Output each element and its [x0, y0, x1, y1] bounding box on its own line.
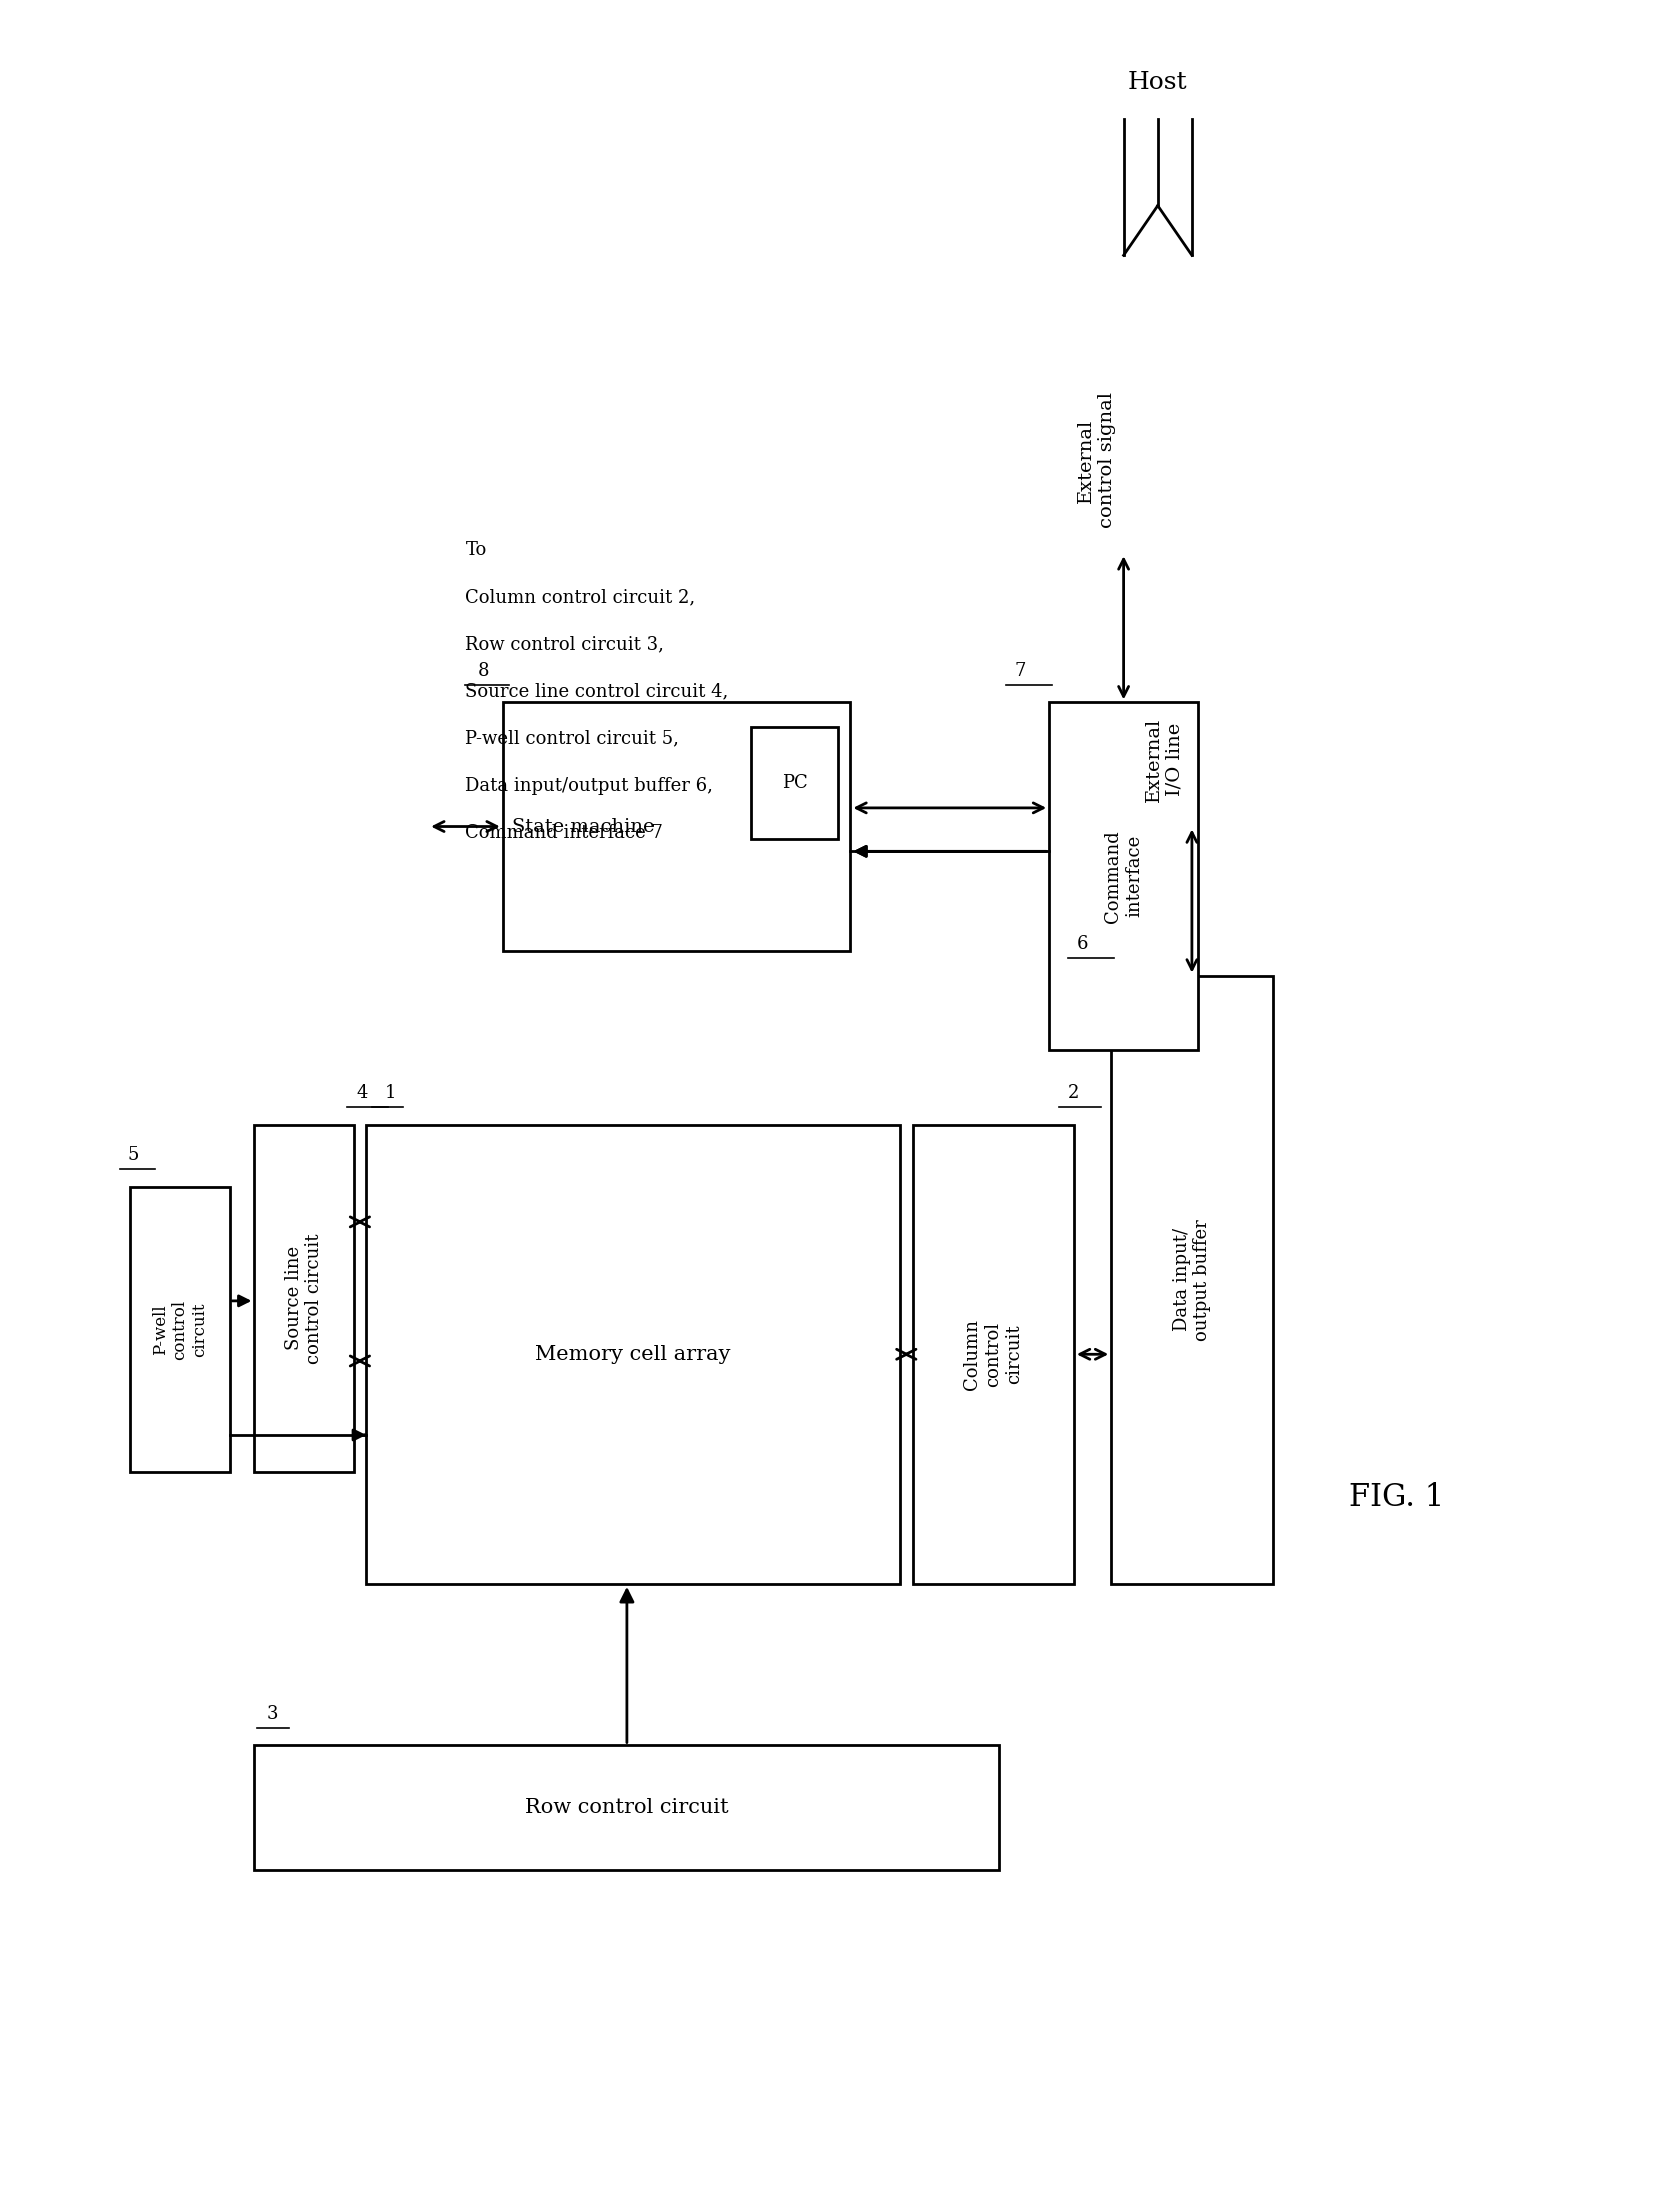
Text: 1: 1 — [385, 1085, 396, 1102]
Text: 5: 5 — [127, 1146, 139, 1163]
Text: Column
control
circuit: Column control circuit — [964, 1319, 1022, 1389]
Text: Data input/output buffer 6,: Data input/output buffer 6, — [466, 776, 714, 794]
Text: PC: PC — [781, 774, 808, 792]
Text: Host: Host — [1128, 70, 1188, 94]
Text: Data input/
output buffer: Data input/ output buffer — [1173, 1218, 1212, 1341]
Bar — [1111, 975, 1272, 1583]
Text: Command
interface: Command interface — [1104, 829, 1143, 923]
Text: State machine: State machine — [513, 818, 655, 835]
Text: Column control circuit 2,: Column control circuit 2, — [466, 588, 696, 606]
Text: 3: 3 — [266, 1706, 278, 1723]
Text: Row control circuit: Row control circuit — [525, 1798, 729, 1817]
Bar — [131, 1188, 230, 1472]
Text: P-well
control
circuit: P-well control circuit — [153, 1299, 208, 1360]
Text: 2: 2 — [1068, 1085, 1079, 1102]
Text: Command interface 7: Command interface 7 — [466, 824, 664, 842]
Text: To: To — [466, 540, 486, 560]
Bar — [255, 1745, 999, 1870]
Text: 7: 7 — [1014, 663, 1026, 680]
Text: 8: 8 — [478, 663, 489, 680]
Text: Source line
control circuit: Source line control circuit — [285, 1233, 323, 1365]
Bar — [751, 726, 838, 840]
Text: 6: 6 — [1076, 936, 1088, 954]
Text: 4: 4 — [357, 1085, 367, 1102]
Bar — [912, 1124, 1074, 1583]
Text: External
I/O line: External I/O line — [1145, 717, 1183, 803]
Bar — [1049, 702, 1198, 1050]
Text: FIG. 1: FIG. 1 — [1349, 1481, 1445, 1513]
Text: External
control signal: External control signal — [1078, 391, 1116, 529]
Bar — [503, 702, 850, 951]
Text: Source line control circuit 4,: Source line control circuit 4, — [466, 682, 729, 700]
Text: Memory cell array: Memory cell array — [535, 1345, 731, 1365]
Bar — [365, 1124, 900, 1583]
Text: Row control circuit 3,: Row control circuit 3, — [466, 634, 664, 654]
Bar — [255, 1124, 354, 1472]
Text: P-well control circuit 5,: P-well control circuit 5, — [466, 730, 679, 748]
